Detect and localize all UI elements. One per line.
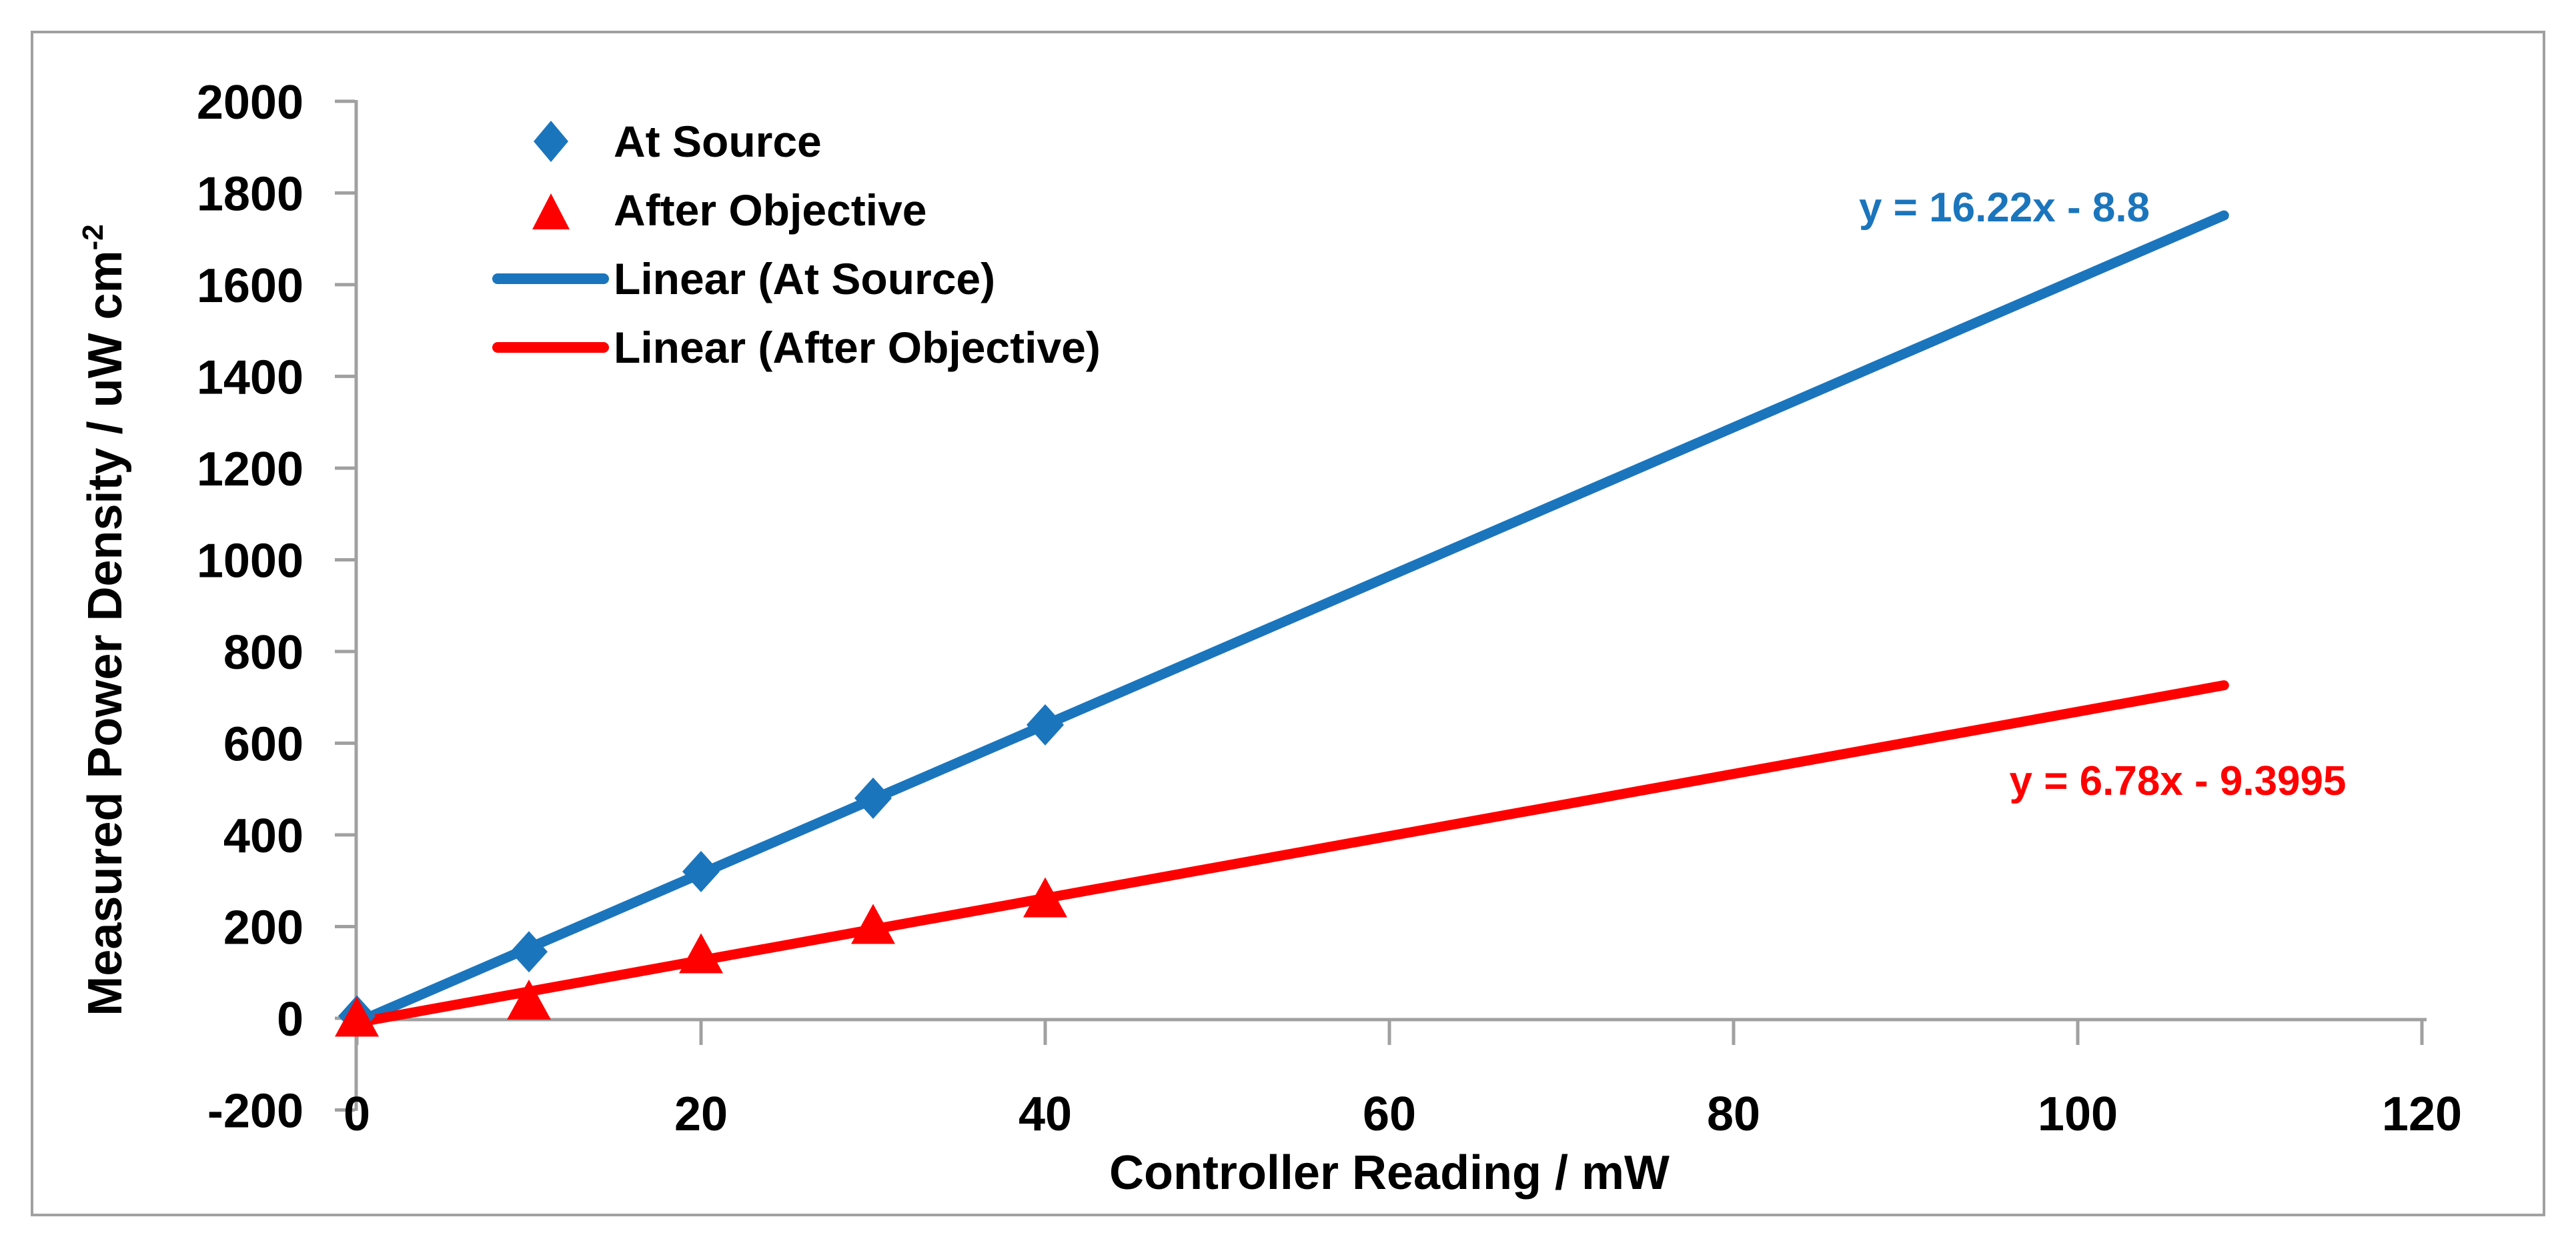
x-tick-label: 100 bbox=[2038, 1088, 2118, 1141]
after-objective-trendline bbox=[352, 680, 2229, 1028]
after-objective-triangle-marker bbox=[335, 996, 379, 1037]
y-tick-label: 2000 bbox=[197, 76, 303, 129]
y-tick-label: 200 bbox=[223, 901, 303, 954]
x-tick-label: 40 bbox=[1019, 1088, 1072, 1141]
after-objective-triangle-marker bbox=[679, 933, 723, 974]
at-source-diamond-marker bbox=[510, 931, 548, 973]
after-objective-triangle-marker bbox=[507, 979, 551, 1020]
x-tick-label: 0 bbox=[344, 1088, 370, 1141]
at-source-diamond-marker bbox=[682, 850, 720, 892]
y-tick-label: 600 bbox=[223, 718, 303, 771]
x-tick-label: 80 bbox=[1707, 1088, 1760, 1141]
x-tick-label: 20 bbox=[674, 1088, 728, 1141]
y-tick-label: 1400 bbox=[197, 351, 303, 404]
y-tick-label: 800 bbox=[223, 626, 303, 680]
at-source-diamond-marker bbox=[854, 777, 892, 819]
after-objective-triangle-marker bbox=[1023, 877, 1067, 918]
x-tick-label: 120 bbox=[2382, 1088, 2462, 1141]
y-tick-label: 0 bbox=[277, 993, 303, 1046]
at-source-diamond-marker bbox=[1027, 704, 1064, 746]
y-tick-label: -200 bbox=[207, 1085, 303, 1138]
y-tick-label: 1800 bbox=[197, 167, 303, 221]
y-tick-label: 1200 bbox=[197, 443, 303, 496]
at-source-trendline bbox=[352, 210, 2229, 1028]
y-tick-label: 1600 bbox=[197, 259, 303, 313]
y-tick-label: 1000 bbox=[197, 534, 303, 587]
after-objective-triangle-marker bbox=[851, 904, 895, 944]
x-tick-label: 60 bbox=[1363, 1088, 1416, 1141]
y-tick-label: 400 bbox=[223, 810, 303, 863]
